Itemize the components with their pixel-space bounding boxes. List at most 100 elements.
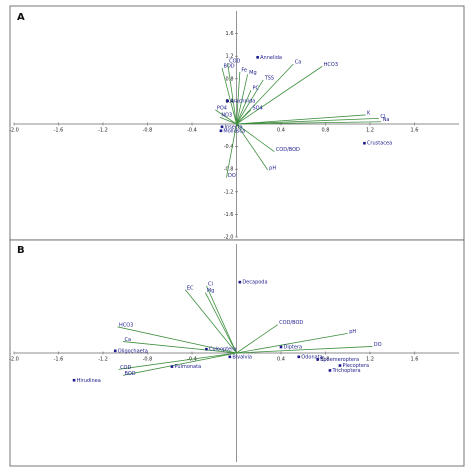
taxon-label: Plecoptera <box>342 363 369 369</box>
vector-label: BOD <box>125 371 136 377</box>
vector-label: pH <box>349 329 356 335</box>
taxon-point <box>226 99 229 103</box>
taxon-point <box>113 349 117 353</box>
vector-label: Cl <box>208 281 213 287</box>
vector <box>226 123 237 178</box>
panel-title: B <box>17 245 25 256</box>
vector-label: HCO3 <box>324 62 338 68</box>
taxon-label: Odonata <box>301 354 322 360</box>
vector-label: EC <box>187 285 194 291</box>
vector <box>236 66 323 125</box>
taxon-point <box>205 347 208 351</box>
taxon-point <box>256 56 259 59</box>
taxon-point <box>328 369 332 372</box>
vector-label: Mg <box>207 288 215 294</box>
vector-label: COD/BOD <box>279 320 303 326</box>
vector-label: PO4 <box>217 105 227 111</box>
taxon-label: Trichoptera <box>331 368 360 374</box>
vector-label: pH <box>269 165 276 171</box>
x-tick-label: -1.2 <box>98 357 108 363</box>
y-tick-label: 1.6 <box>226 31 234 37</box>
x-tick-label: -0.8 <box>143 128 153 134</box>
vector-label: Cl <box>380 114 385 120</box>
x-tick-label: -2.0 <box>9 357 19 363</box>
vector <box>219 116 237 125</box>
vector-label: K <box>367 110 371 116</box>
taxon-label: Mollusca <box>223 128 245 134</box>
taxon-label: Decapoda <box>242 280 267 286</box>
x-tick-label: -1.2 <box>98 128 108 134</box>
x-tick-label: 1.2 <box>366 128 374 134</box>
x-tick-label: 0.8 <box>322 357 330 363</box>
vector-label: Mg <box>249 70 257 76</box>
x-tick-label: 1.2 <box>366 357 374 363</box>
vector <box>206 285 237 354</box>
y-tick-label: 0.8 <box>226 76 234 82</box>
vector <box>236 123 268 170</box>
x-tick-label: 1.6 <box>411 357 419 363</box>
vector-label: COD <box>229 58 240 64</box>
taxon-point <box>297 355 301 359</box>
x-tick-label: -0.4 <box>187 128 197 134</box>
y-tick-label: -0.8 <box>224 167 234 173</box>
x-tick-label: 0.8 <box>322 128 330 134</box>
vector <box>236 63 294 125</box>
taxon-label: Bivalvia <box>232 354 252 360</box>
vector <box>236 121 382 125</box>
vector-label: DO <box>228 173 236 179</box>
vector <box>117 326 237 354</box>
vector <box>236 109 252 125</box>
panel-title: A <box>17 12 25 23</box>
vector-label: COD <box>120 365 131 371</box>
vector <box>118 352 237 370</box>
vector <box>236 114 366 125</box>
vector <box>236 71 241 125</box>
x-tick-label: -1.6 <box>54 357 64 363</box>
taxon-point <box>72 378 76 382</box>
y-tick-label: 1.2 <box>226 54 234 60</box>
taxon-label: Arachnida <box>230 98 255 104</box>
vector-label: TSS <box>264 75 274 81</box>
taxon-label: Diptera <box>284 345 303 351</box>
vector <box>122 352 237 376</box>
vector-label: Ca <box>125 337 132 343</box>
vector <box>236 74 249 125</box>
y-tick-label: -0.4 <box>224 144 234 150</box>
y-tick-label: -1.2 <box>224 189 234 195</box>
vector <box>236 332 348 354</box>
taxon-label: Coleoptera <box>209 347 236 353</box>
vector <box>122 341 237 354</box>
taxon-label: Pulmonata <box>174 364 201 370</box>
taxon-label: Ephemeroptera <box>320 357 359 363</box>
vector <box>236 117 379 125</box>
taxon-point <box>338 364 342 367</box>
taxon-label: Oligochaeta <box>118 348 148 354</box>
vector <box>227 62 237 125</box>
taxon-label: Insecta <box>225 124 243 130</box>
vector-label: DO <box>374 342 382 348</box>
taxon-label: Hirudinea <box>77 378 101 384</box>
vector-label: NO3 <box>221 113 232 119</box>
x-tick-label: 1.6 <box>411 128 419 134</box>
taxon-point <box>170 365 174 368</box>
vector-label: HCO3 <box>119 322 133 328</box>
taxon-point <box>363 141 366 145</box>
vector <box>236 89 252 125</box>
vector <box>236 346 373 354</box>
vector <box>236 123 275 153</box>
y-tick-label: -2.0 <box>224 235 234 241</box>
vector <box>185 289 237 354</box>
taxon-point <box>316 358 320 361</box>
x-tick-label: 0.4 <box>277 128 285 134</box>
vector-label: BOD <box>224 64 235 70</box>
vector <box>236 324 278 354</box>
x-tick-label: -0.8 <box>143 357 153 363</box>
taxon-point <box>279 345 283 349</box>
vector-label: SO4 <box>252 105 262 111</box>
taxon-point <box>228 355 232 359</box>
y-tick-label: -1.6 <box>224 212 234 218</box>
vector <box>236 79 264 125</box>
vector <box>215 109 237 125</box>
x-tick-label: -1.6 <box>54 128 64 134</box>
